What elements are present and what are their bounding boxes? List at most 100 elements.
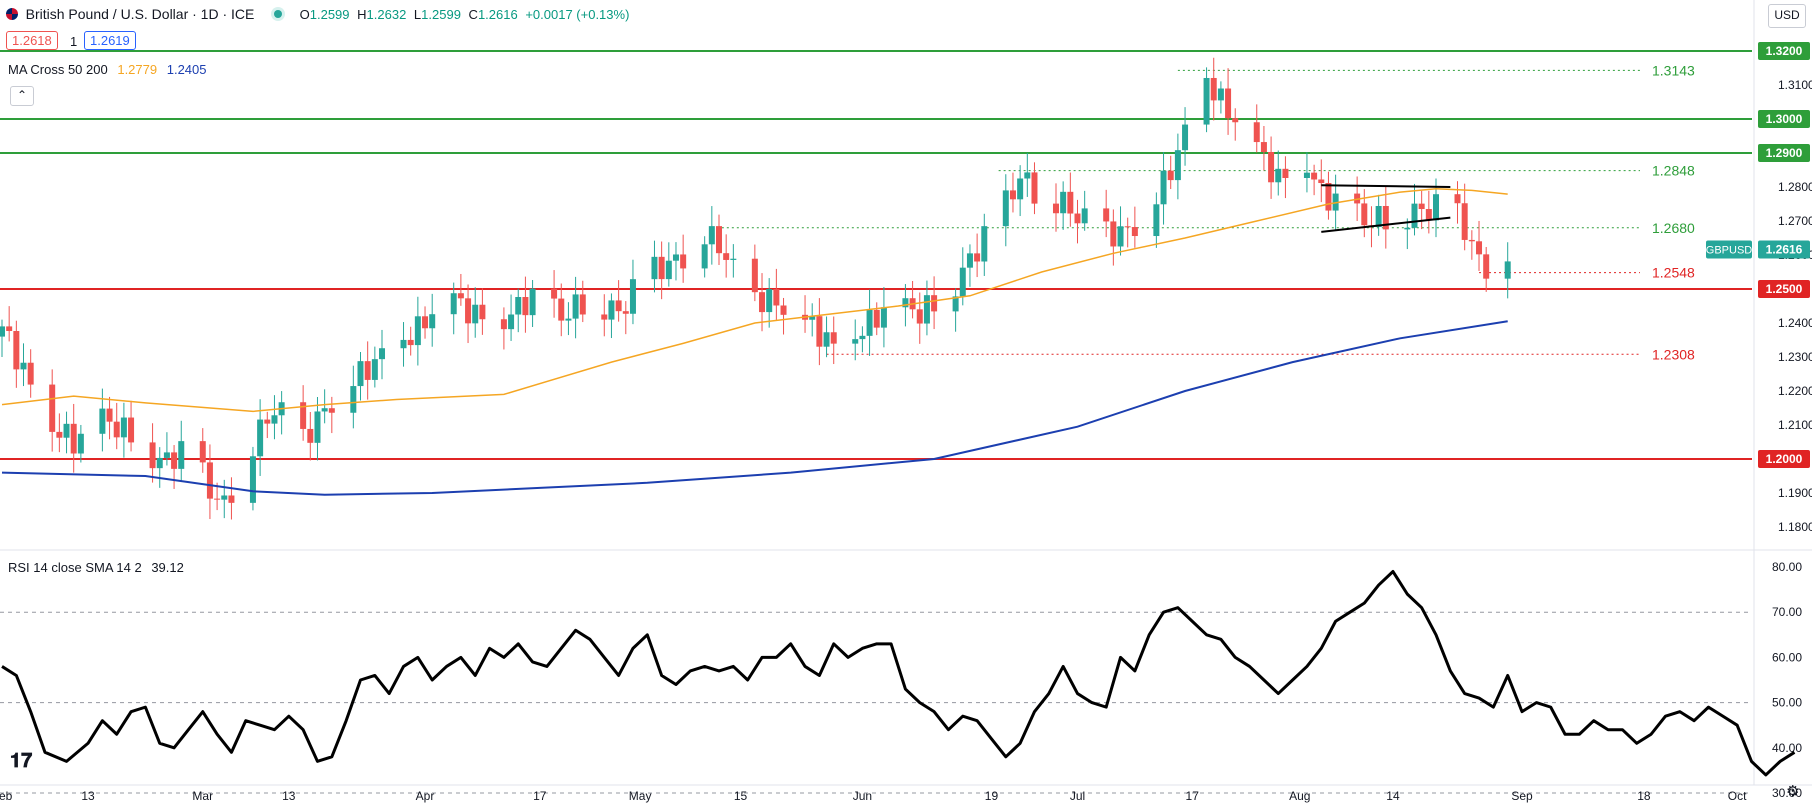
price-tick-label: 1.2200 (1778, 384, 1812, 398)
candle-body (558, 298, 565, 321)
time-tick-label: 13 (81, 789, 95, 803)
symbol-title[interactable]: British Pound / U.S. Dollar · 1D · ICE (25, 6, 255, 22)
candle-body (1103, 208, 1110, 222)
candle-body (357, 361, 364, 387)
ma50-value: 1.2779 (117, 62, 158, 77)
candle-body (1382, 205, 1389, 230)
candle-body (450, 293, 457, 315)
time-tick-label: 17 (533, 789, 547, 803)
level-axis-badge (1758, 144, 1810, 162)
level-axis-label: 1.3200 (1766, 44, 1803, 58)
rsi-tick-label: 80.00 (1772, 560, 1802, 574)
price-tick-label: 1.2300 (1778, 350, 1812, 364)
candle-body (228, 495, 235, 503)
triangle-lower-line (1321, 216, 1451, 233)
candle-body (27, 362, 34, 385)
candle-body (1325, 183, 1332, 211)
level-axis-badge (1758, 42, 1810, 60)
level-axis-badge (1758, 280, 1810, 298)
candle-body (1203, 77, 1210, 125)
candle-body (1275, 168, 1282, 183)
candle-body (1433, 194, 1439, 221)
candle-body (429, 314, 436, 329)
currency-button[interactable]: USD (1768, 4, 1806, 28)
rsi-tick-label: 60.00 (1772, 650, 1802, 664)
candle-body (902, 298, 909, 308)
candle-body (1461, 203, 1468, 240)
candle-body (830, 332, 837, 344)
time-tick-label: May (629, 789, 652, 803)
level-axis-badge (1758, 110, 1810, 128)
candle-body (1504, 261, 1511, 279)
price-tick-label: 1.2400 (1778, 316, 1812, 330)
candle-body (931, 295, 938, 312)
bid-price[interactable]: 1.2618 (6, 31, 58, 50)
candle-body (622, 311, 629, 314)
time-tick-label: Jul (1070, 789, 1085, 803)
candle-body (99, 408, 106, 434)
settings-gear-icon[interactable]: ⚙ (1786, 783, 1800, 800)
candle-body (529, 288, 536, 316)
candle-body (379, 348, 386, 360)
candle-body (163, 452, 170, 458)
candle-body (1067, 191, 1074, 214)
candle-body (407, 339, 414, 346)
candle-body (572, 294, 579, 319)
candle-body (522, 297, 529, 316)
price-tick-label: 1.2100 (1778, 418, 1812, 432)
candles (0, 57, 1511, 520)
candle-body (579, 294, 586, 315)
candle-body (1217, 88, 1224, 101)
candle-body (49, 384, 56, 432)
candle-body (1174, 150, 1181, 181)
ma-cross-legend: MA Cross 50 200 1.2779 1.2405 (8, 62, 207, 77)
candle-body (601, 314, 608, 320)
candle-body (1117, 226, 1124, 247)
candle-body (1411, 203, 1418, 228)
time-tick-label: Mar (192, 789, 213, 803)
candle-body (1167, 170, 1174, 181)
ma-cross-label[interactable]: MA Cross 50 200 (8, 62, 108, 77)
candle-body (959, 267, 966, 297)
time-tick-label: 15 (734, 789, 748, 803)
candle-body (551, 288, 558, 299)
candle-body (823, 332, 830, 347)
level-axis-label: 1.2900 (1766, 146, 1803, 160)
candle-body (1024, 172, 1031, 179)
candle-body (1131, 227, 1138, 237)
candle-body (1418, 203, 1425, 210)
candle-body (751, 258, 758, 293)
candle-body (221, 495, 228, 500)
candle-body (414, 316, 421, 346)
candle-body (77, 433, 84, 454)
candle-body (328, 408, 335, 413)
candle-body (422, 316, 429, 329)
candle-body (457, 293, 464, 299)
candle-body (364, 361, 371, 380)
collapse-indicators-button[interactable]: ⌃ (10, 86, 34, 106)
time-tick-label: Feb (0, 789, 13, 803)
candle-body (307, 428, 314, 443)
candle-body (1375, 205, 1382, 227)
annotation-label: 1.2680 (1652, 220, 1695, 236)
candle-body (206, 462, 213, 499)
annotation-label: 1.2548 (1652, 265, 1695, 281)
candle-body (1232, 118, 1239, 123)
market-status-icon (274, 10, 282, 18)
ask-price[interactable]: 1.2619 (84, 31, 136, 50)
candle-body (63, 423, 70, 438)
candle-body (773, 289, 780, 306)
candle-body (56, 431, 63, 438)
rsi-value: 39.12 (151, 560, 184, 575)
candle-body (300, 402, 307, 429)
time-tick-label: 18 (1637, 789, 1651, 803)
rsi-label[interactable]: RSI 14 close SMA 14 2 (8, 560, 142, 575)
candle-body (809, 316, 816, 320)
level-axis-badge (1758, 450, 1810, 468)
chevron-up-icon: ⌃ (16, 88, 28, 102)
spread-value: 1 (70, 34, 78, 49)
flag-icon (6, 8, 18, 20)
time-tick-label: Oct (1728, 789, 1747, 803)
rsi-tick-label: 50.00 (1772, 696, 1802, 710)
